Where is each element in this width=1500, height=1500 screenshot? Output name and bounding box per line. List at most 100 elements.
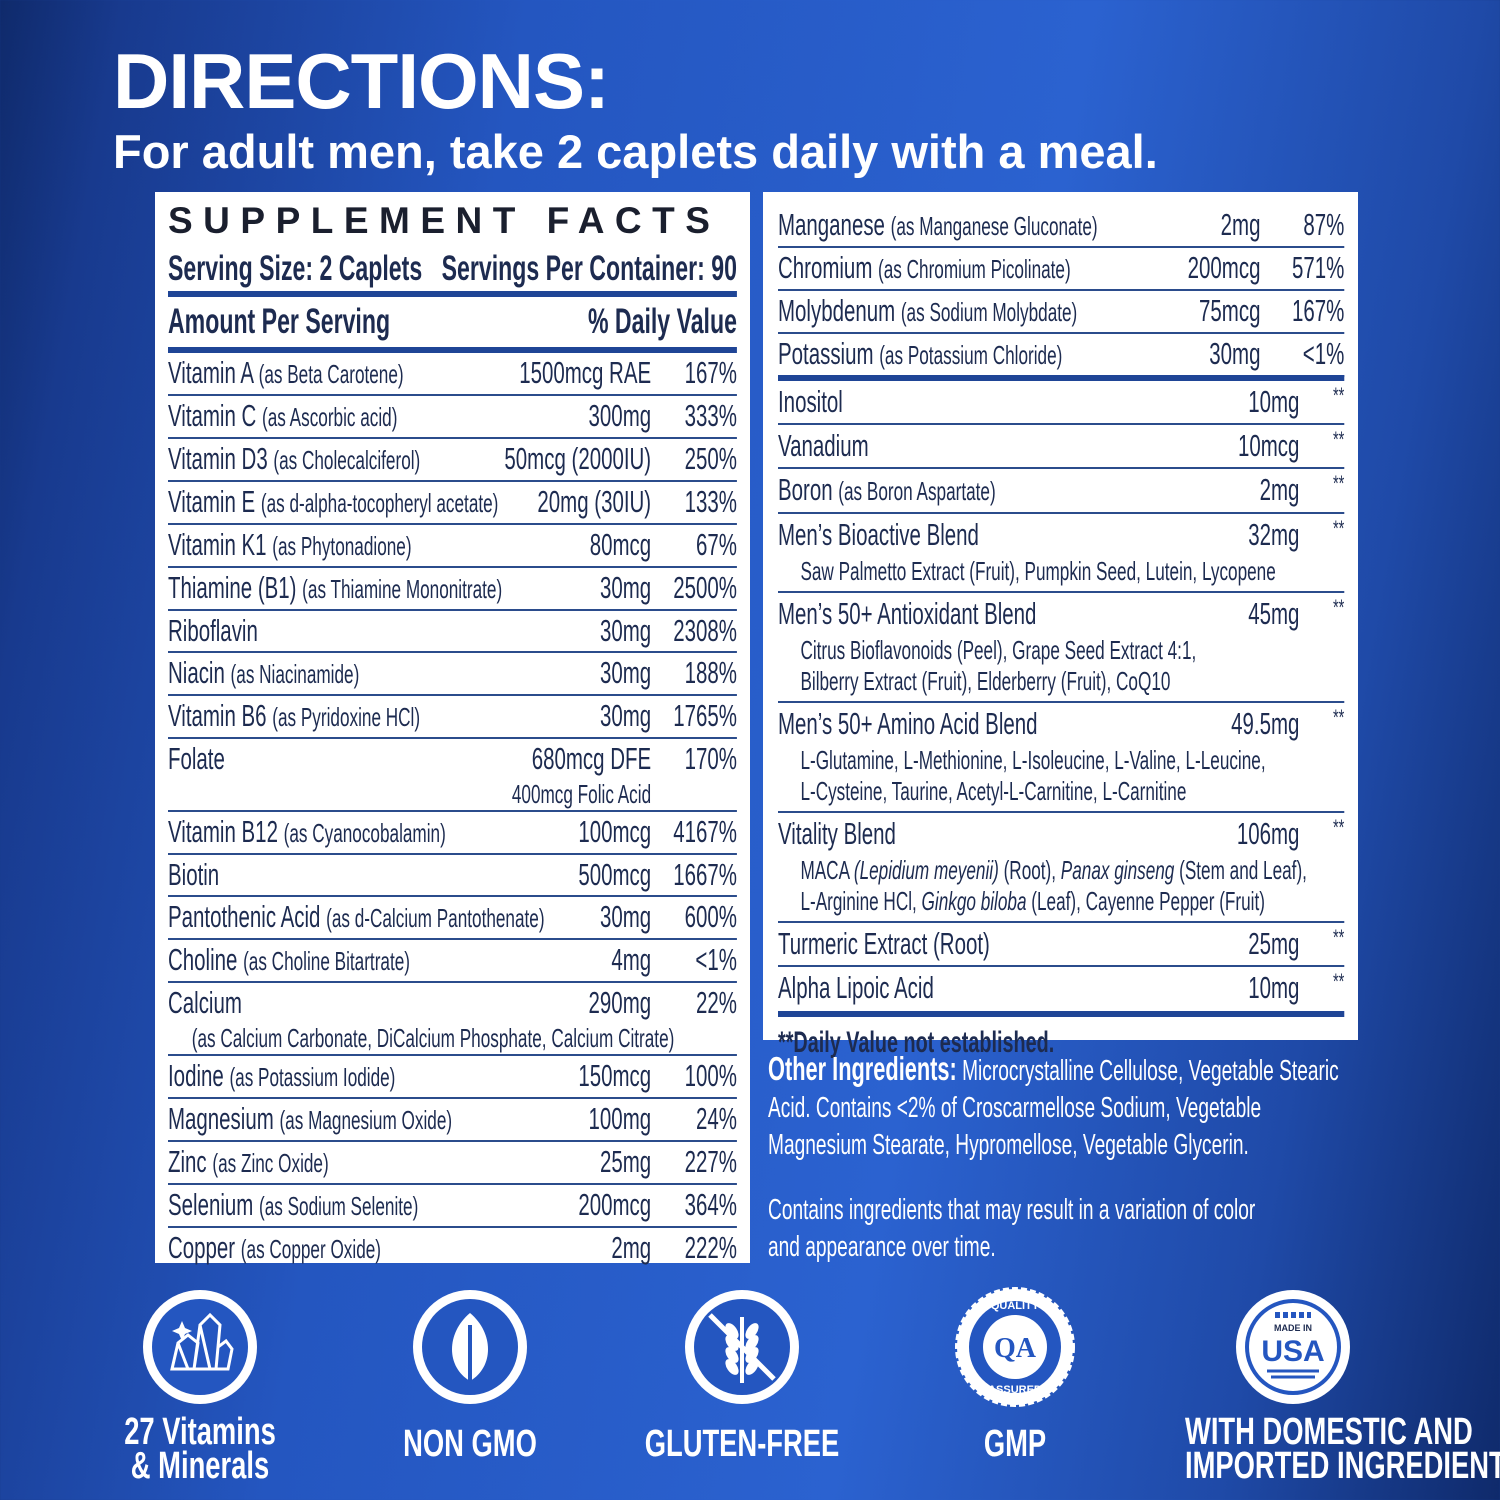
- nutrient-main: Calcium 290mg 22%: [168, 983, 737, 1023]
- nutrient-row: Inositol 10mg **: [778, 381, 1345, 425]
- nutrient-main: Men’s Bioactive Blend 32mg **: [778, 514, 1344, 556]
- nutrient-main: Copper (as Copper Oxide) 2mg 222%: [168, 1228, 737, 1269]
- nutrient-dv: **: [1332, 925, 1345, 950]
- nutrient-name-text: Vitamin B6: [168, 698, 267, 733]
- nutrient-row: Vitamin A (as Beta Carotene) 1500mcg RAE 1…: [168, 353, 737, 396]
- nutrient-name: Vanadium: [778, 425, 1238, 467]
- badge-label-line: WITH DOMESTIC AND: [1185, 1411, 1473, 1453]
- amount-header-row: Amount Per Serving % Daily Value: [168, 297, 737, 347]
- nutrient-amount: 1500mcg RAE: [519, 355, 652, 390]
- nutrient-name-text: Potassium: [778, 336, 874, 371]
- nutrient-name: Chromium (as Chromium Picolinate): [778, 248, 1188, 289]
- nutrient-name: Vitamin K1 (as Phytonadione): [168, 525, 590, 566]
- badge: MADE IN USA WITH DOMESTIC AND IMPORTED INGR…: [1143, 1285, 1500, 1485]
- nutrient-amount: 300mg: [588, 398, 652, 433]
- nutrient-source: (as Copper Oxide): [240, 1234, 382, 1264]
- nutrient-main: Inositol 10mg **: [778, 381, 1344, 423]
- nutrient-row: Calcium 290mg 22% (as Calcium Carbonate, Di…: [168, 983, 737, 1056]
- nutrient-name-text: Vitamin C: [168, 398, 257, 433]
- nutrient-name: Vitamin A (as Beta Carotene): [168, 353, 519, 394]
- nutrient-amount: 2mg: [1220, 207, 1261, 242]
- nutrient-main: Vitamin D3 (as Cholecalciferol) 50mcg (20…: [168, 439, 737, 480]
- ingredient-segment: (Leaf), Cayenne Pepper (Fruit): [1026, 886, 1265, 916]
- nutrient-dv: 4167%: [673, 814, 737, 849]
- nutrient-amount: 30mg: [599, 570, 652, 605]
- nutrient-dv: **: [1332, 705, 1345, 730]
- nutrient-amount: 4mg: [611, 942, 652, 977]
- nutrient-name: Biotin: [168, 855, 578, 895]
- nutrient-dv: 188%: [684, 655, 737, 690]
- nutrient-amount: 25mg: [1248, 926, 1300, 961]
- nutrient-name: Selenium (as Sodium Selenite): [168, 1185, 578, 1226]
- nutrient-source: (as Pyridoxine HCl): [272, 702, 421, 732]
- nutrient-amount: 30mg: [599, 899, 652, 934]
- nutrient-name-text: Riboflavin: [168, 613, 258, 648]
- badge-label: GMP: [865, 1425, 1165, 1463]
- source-line: (as Calcium Carbonate, DiCalcium Phospha…: [191, 1023, 675, 1053]
- thick-rule: [778, 375, 1345, 381]
- badge-label-line: 27 Vitamins: [124, 1411, 276, 1453]
- nutrient-dv: 170%: [684, 741, 737, 776]
- nutrient-name-text: Biotin: [168, 857, 220, 892]
- nutrient-amount: 2mg: [611, 1230, 652, 1265]
- nutrient-dv: 133%: [684, 484, 737, 519]
- variation-note: Contains ingredients that may result in …: [768, 1194, 1256, 1263]
- nutrient-row: Vitamin D3 (as Cholecalciferol) 50mcg (20…: [168, 439, 737, 482]
- nutrient-amount: 30mg: [599, 698, 652, 733]
- badge: QUALITY QA ASSURED GMP: [865, 1285, 1165, 1463]
- nutrient-name-text: Turmeric Extract (Root): [778, 926, 990, 961]
- right-table: Manganese (as Manganese Gluconate) 2mg 87%…: [778, 205, 1345, 1069]
- facts-panel-left: [155, 192, 750, 1263]
- nutrient-main: Vitamin A (as Beta Carotene) 1500mcg RAE 1…: [168, 353, 737, 394]
- nutrient-source: (as Cholecalciferol): [273, 445, 421, 475]
- badge-label-line: NON GMO: [403, 1423, 537, 1465]
- nutrient-name-text: Copper: [168, 1230, 236, 1265]
- nutrient-dv: 167%: [684, 355, 737, 390]
- nutrient-main: Potassium (as Potassium Chloride) 30mg <1%: [778, 334, 1344, 375]
- badge-label: NON GMO: [320, 1423, 620, 1465]
- nutrient-amount: 30mg: [599, 655, 652, 690]
- nutrient-dv: 222%: [684, 1230, 737, 1265]
- badge: 27 Vitamins & Minerals: [50, 1285, 350, 1485]
- badge: GLUTEN-FREE: [592, 1285, 892, 1463]
- nutrient-name-text: Iodine: [168, 1058, 224, 1093]
- serving-size: Serving Size: 2 Caplets: [168, 249, 423, 288]
- nutrient-name-text: Men’s 50+ Antioxidant Blend: [778, 596, 1037, 631]
- ingredient-segment: (Stem and Leaf),: [1174, 855, 1307, 885]
- nutrient-dv: **: [1332, 815, 1345, 840]
- nutrient-source: (as d-alpha-tocopheryl acetate): [260, 488, 499, 518]
- nutrient-name-text: Vitamin K1: [168, 527, 267, 562]
- nutrient-main: Vitamin B12 (as Cyanocobalamin) 100mcg 416…: [168, 812, 737, 853]
- nutrient-name-text: Boron: [778, 472, 833, 507]
- badge-icon: [143, 1290, 257, 1404]
- nutrient-name: Turmeric Extract (Root): [778, 923, 1248, 965]
- nutrient-dv: 67%: [695, 527, 737, 562]
- amount-per-serving: Amount Per Serving: [168, 302, 391, 341]
- nutrient-amount: 680mcg DFE: [531, 741, 652, 776]
- nutrient-row: Vitamin C (as Ascorbic acid) 300mg 333%: [168, 396, 737, 439]
- badge-icon: QUALITY QA ASSURED: [955, 1287, 1075, 1407]
- blend-ingredients: L-Cysteine, Taurine, Acetyl-L-Carnitine,…: [800, 776, 1187, 806]
- nutrient-source: (as Potassium Chloride): [879, 340, 1063, 370]
- nutrient-name: Inositol: [778, 381, 1248, 423]
- nutrient-main: Thiamine (B1) (as Thiamine Mononitrate) 3…: [168, 568, 737, 609]
- nutrient-name: Calcium: [168, 983, 589, 1023]
- nutrient-row: Magnesium (as Magnesium Oxide) 100mg 24%: [168, 1099, 737, 1142]
- nutrient-amount: 10mcg: [1237, 428, 1300, 463]
- nutrient-name: Magnesium (as Magnesium Oxide): [168, 1099, 589, 1140]
- badge-icon: MADE IN USA: [1236, 1290, 1350, 1404]
- badge-icon: [413, 1290, 527, 1404]
- title: DIRECTIONS:: [113, 37, 610, 125]
- nutrient-name: Vitality Blend: [778, 813, 1237, 855]
- usa-core: [1249, 1303, 1337, 1391]
- nutrient-amount: 45mg: [1248, 596, 1300, 631]
- usa-stripes: [1267, 1369, 1319, 1379]
- nutrient-name: Choline (as Choline Bitartrate): [168, 940, 611, 981]
- other-ingredients-label: Other Ingredients:: [768, 1050, 957, 1087]
- nutrient-name-text: Vitality Blend: [778, 816, 896, 851]
- nutrient-source: (as Chromium Picolinate): [878, 254, 1071, 284]
- nutrient-amount: 25mg: [599, 1144, 652, 1179]
- nutrient-dv: 167%: [1291, 293, 1345, 328]
- nutrient-name: Vitamin C (as Ascorbic acid): [168, 396, 589, 437]
- nutrient-main: Men’s 50+ Antioxidant Blend 45mg **: [778, 593, 1344, 635]
